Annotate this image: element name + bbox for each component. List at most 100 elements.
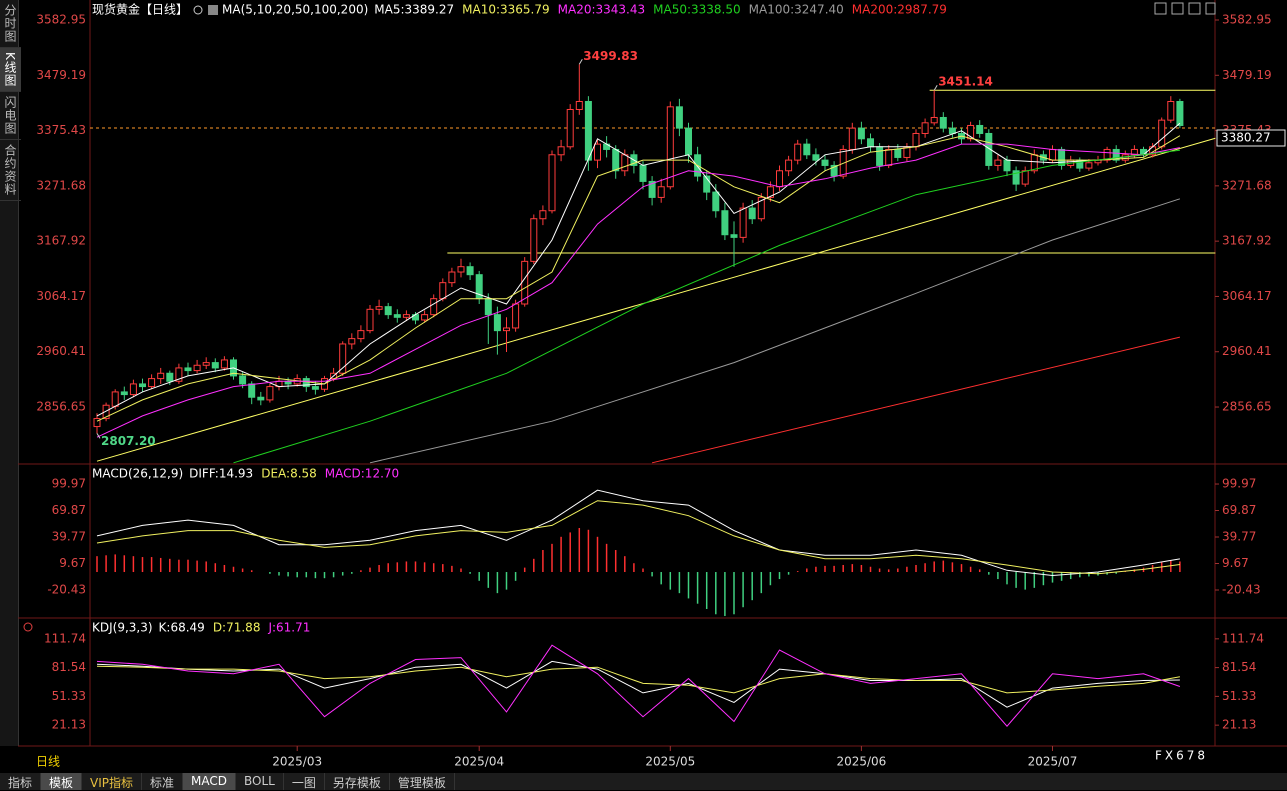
tab[interactable]: 分时图: [0, 0, 21, 48]
panel-title: 现货黄金【日线】: [92, 2, 188, 17]
tab[interactable]: 一图: [284, 773, 325, 790]
y-tick-label: 111.74: [1222, 631, 1264, 645]
indicator-line: [96, 489, 1180, 577]
candle-body: [685, 127, 692, 156]
candle-body: [921, 122, 929, 134]
legend-entry: MA5:3389.27: [374, 3, 454, 17]
tab[interactable]: 闪电图: [0, 92, 21, 140]
toolbar-icons: [1154, 2, 1216, 15]
tab[interactable]: 指标: [0, 773, 42, 790]
icon: [208, 5, 219, 15]
tab[interactable]: BOLL: [236, 773, 284, 790]
candle-body: [830, 164, 838, 177]
candle-body: [421, 314, 429, 321]
candle-body: [184, 367, 192, 372]
candle-body: [366, 308, 374, 332]
candle-body: [885, 148, 893, 166]
legend-entry: MA200:2987.79: [852, 3, 947, 17]
candle-body: [466, 266, 474, 276]
legend-entry: MA50:3338.50: [653, 3, 741, 17]
candle-body: [139, 383, 146, 388]
candle-body: [794, 143, 802, 161]
footer-tabs: 指标 模板 VIP指标 标准 MACD BOLL 一图 另存模板 管理模板: [0, 773, 1287, 790]
candle-body: [266, 386, 274, 401]
y-tick-label: 2960.41: [36, 344, 86, 358]
candle-body: [548, 154, 556, 212]
y-tick-label: 39.77: [1222, 530, 1256, 544]
candle-body: [348, 338, 356, 345]
tab[interactable]: VIP指标: [82, 773, 143, 790]
candle-body: [1167, 100, 1175, 121]
candle-body: [111, 391, 119, 407]
candle-body: [857, 127, 865, 140]
candle-body: [193, 364, 201, 372]
candle-body: [748, 207, 756, 220]
annotation-tick: [933, 84, 938, 91]
y-tick-label: 3167.92: [36, 234, 86, 248]
candle-body: [657, 186, 665, 198]
candle-body: [239, 375, 247, 385]
y-tick-label: 2856.65: [1222, 400, 1272, 414]
panel-title: KDJ(9,3,3): [92, 621, 153, 635]
candle-body: [776, 170, 783, 188]
candle-body: [129, 383, 137, 396]
candle-body: [575, 100, 583, 110]
indicator-line: [96, 500, 1180, 575]
y-tick-label: 99.97: [1222, 477, 1256, 491]
candle-body: [175, 367, 183, 382]
indicator-line: [96, 135, 1181, 422]
candle-body: [1130, 148, 1138, 156]
annotation-tick: [96, 433, 101, 439]
candle-body: [120, 391, 128, 396]
candle-body: [867, 138, 874, 148]
candle-body: [985, 132, 993, 166]
candle-body: [248, 383, 256, 398]
candle-body: [457, 266, 465, 273]
candle-body: [584, 100, 592, 161]
period[interactable]: 日线: [36, 755, 60, 769]
legend-entry: MA10:3365.79: [462, 3, 550, 17]
indicator-line: [96, 665, 1180, 694]
candle-body: [1176, 100, 1184, 126]
tab[interactable]: K线图: [0, 48, 21, 92]
candle-body: [439, 282, 447, 300]
x-tick-label: 2025/07: [1028, 755, 1078, 769]
candle-body: [220, 359, 228, 369]
y-tick-label: 9.67: [59, 556, 86, 570]
candle-body: [539, 210, 547, 220]
candle-body: [639, 164, 647, 182]
sidebar: 分时图 K线图 闪电图 合约资料: [0, 0, 21, 746]
candle-body: [484, 298, 492, 316]
candle-body: [730, 234, 738, 238]
tab[interactable]: 模板: [41, 773, 83, 790]
candle-body: [311, 386, 319, 390]
indicator-line: [233, 149, 1180, 464]
tab[interactable]: 管理模板: [390, 773, 455, 790]
y-tick-label: 3271.68: [36, 178, 86, 192]
candle-body: [930, 116, 938, 124]
candle-body: [102, 404, 110, 420]
candle-body: [812, 154, 820, 161]
tab[interactable]: 标准: [142, 773, 184, 790]
candle-body: [1158, 119, 1166, 148]
indicator-line: [96, 660, 1180, 708]
legend-entry: DIFF:14.93: [189, 467, 253, 481]
price-annotation: 3499.83: [583, 49, 638, 63]
x-tick-label: 2025/04: [454, 755, 504, 769]
price-annotation: 3451.14: [938, 75, 993, 89]
candle-body: [211, 362, 219, 369]
candle-body: [384, 306, 392, 316]
y-tick-label: 99.97: [52, 477, 86, 491]
tab[interactable]: 另存模板: [325, 773, 390, 790]
candle-body: [912, 132, 920, 148]
tab[interactable]: MACD: [183, 773, 237, 790]
legend-entry: MA100:3247.40: [749, 3, 844, 17]
candle-body: [402, 314, 410, 318]
y-tick-label: 21.13: [52, 718, 86, 732]
y-tick-label: 3479.19: [36, 68, 86, 82]
y-tick-label: 3375.43: [36, 123, 86, 137]
tab[interactable]: 合约资料: [0, 140, 21, 201]
candle-body: [594, 143, 601, 161]
last-price-box: [1216, 129, 1286, 147]
